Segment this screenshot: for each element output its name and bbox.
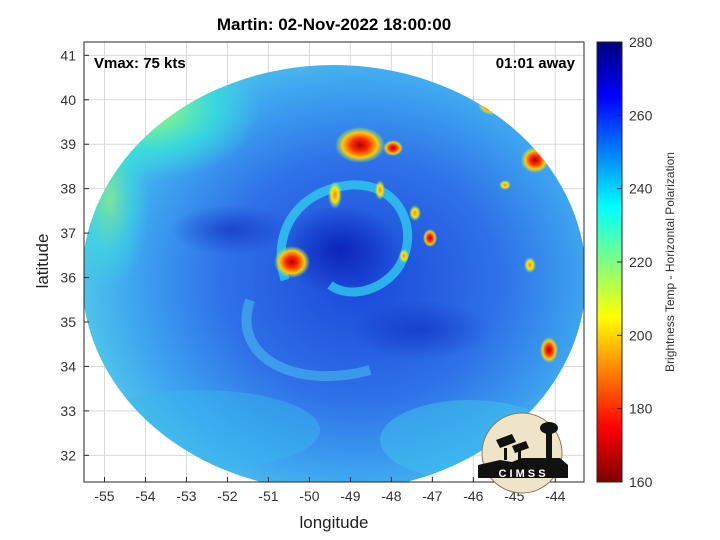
colorbar-ticks: 280 260 240 220 200 180 160 (617, 34, 653, 490)
x-tick-label: -50 (299, 488, 319, 504)
y-tick-label: 41 (60, 47, 76, 63)
y-axis-label: latitude (33, 234, 52, 289)
y-tick-label: 40 (60, 92, 76, 108)
plot-frame (83, 41, 585, 483)
time-away-annotation: 01:01 away (496, 55, 576, 72)
y-tick-label: 34 (60, 358, 76, 374)
x-tick-label: -55 (94, 488, 114, 504)
colorbar: 280 260 240 220 200 180 160 Brightness Temp - … (596, 34, 677, 490)
x-tick-label: -53 (176, 488, 196, 504)
colorbar-tick-label: 160 (629, 474, 653, 490)
y-tick-label: 33 (60, 403, 76, 419)
x-tick-label: -48 (381, 488, 401, 504)
x-tick-label: -44 (545, 488, 565, 504)
colorbar-tick-label: 180 (629, 401, 653, 417)
y-tick-label: 39 (60, 136, 76, 152)
chart-title: Martin: 02-Nov-2022 18:00:00 (217, 15, 451, 34)
x-tick-label: -54 (135, 488, 155, 504)
x-tick-label: -49 (340, 488, 360, 504)
y-tick-label: 32 (60, 447, 76, 463)
plot-area: -55 -54 -53 -52 -51 -50 -49 -48 -47 -46 -45 -44 414… (60, 41, 585, 504)
x-axis-label: longitude (299, 513, 368, 532)
cimss-logo: C I M S S (478, 412, 568, 494)
x-tick-label: -51 (258, 488, 278, 504)
x-tick-label: -52 (217, 488, 237, 504)
y-tick-label: 37 (60, 225, 76, 241)
colorbar-label: Brightness Temp - Horizontal Polarizatio… (663, 152, 677, 372)
colorbar-tick-label: 260 (629, 107, 653, 123)
logo-text: C I M S S (498, 468, 545, 480)
colorbar-tick-label: 200 (629, 327, 653, 343)
x-tick-label: -46 (463, 488, 483, 504)
y-tick-label: 36 (60, 270, 76, 286)
y-tick-label: 35 (60, 314, 76, 330)
colorbar-tick-label: 220 (629, 254, 653, 270)
y-tick-label: 38 (60, 181, 76, 197)
colorbar-tick-label: 280 (629, 34, 653, 50)
vmax-annotation: Vmax: 75 kts (94, 55, 186, 72)
y-axis-ticks: 41 40 39 38 37 36 35 34 33 32 (60, 47, 89, 463)
colorbar-tick-label: 240 (629, 181, 653, 197)
x-tick-label: -47 (422, 488, 442, 504)
